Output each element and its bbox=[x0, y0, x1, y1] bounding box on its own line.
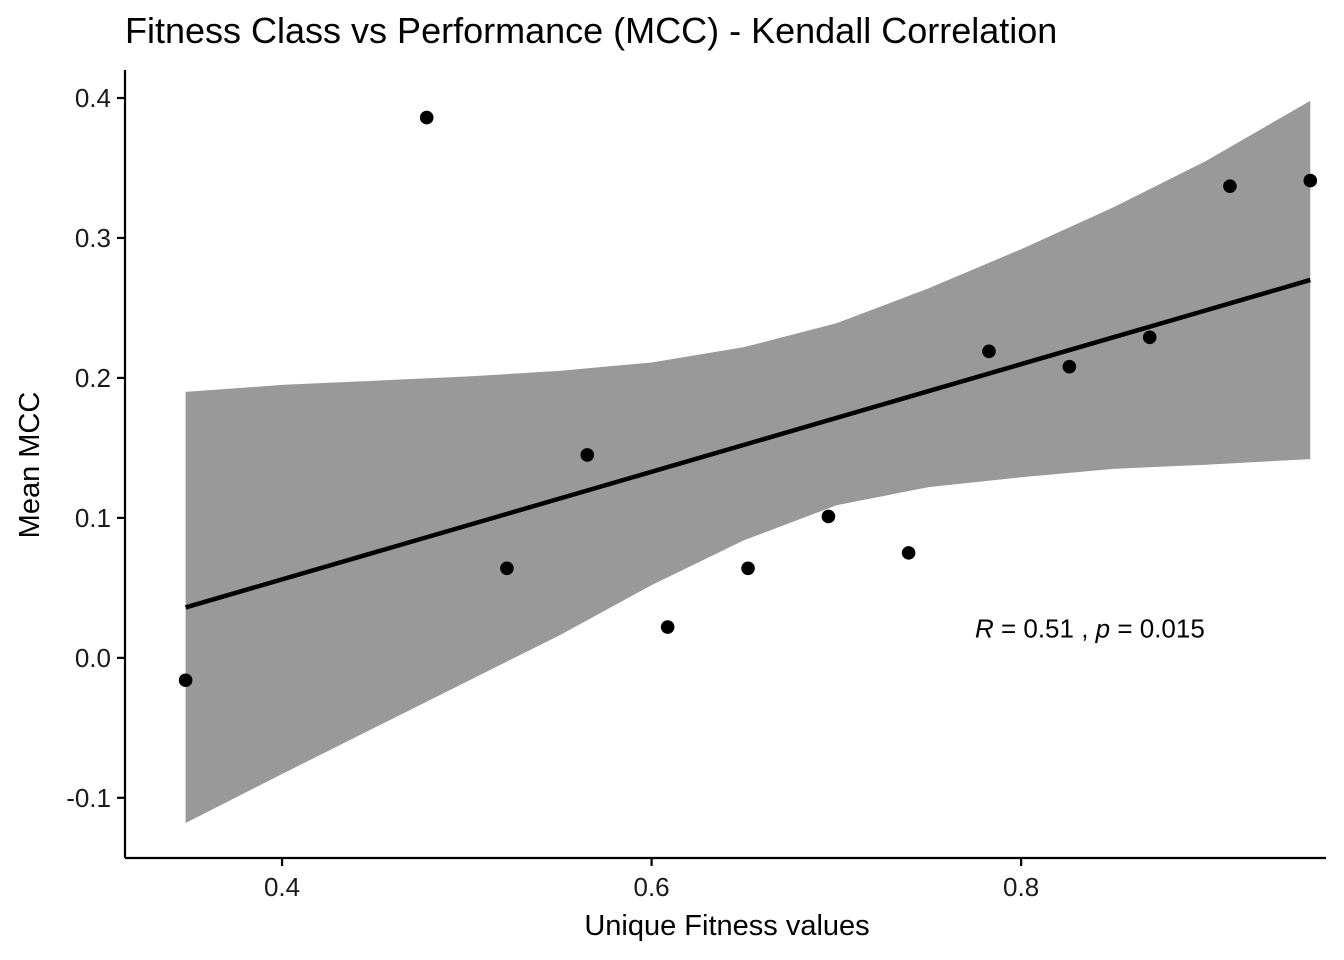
chart-title: Fitness Class vs Performance (MCC) - Ken… bbox=[125, 10, 1057, 51]
data-point-2 bbox=[419, 110, 434, 125]
data-point-1 bbox=[178, 673, 193, 688]
regression-line bbox=[184, 277, 1311, 610]
x-axis-label: Unique Fitness values bbox=[584, 910, 869, 942]
plot-area bbox=[178, 100, 1318, 824]
data-points bbox=[178, 110, 1318, 688]
data-point-8 bbox=[901, 546, 916, 560]
p-value: 0.015 bbox=[1140, 613, 1205, 643]
data-point-7 bbox=[821, 509, 836, 524]
data-point-3 bbox=[500, 561, 514, 576]
p-symbol: p bbox=[1095, 613, 1110, 643]
x-tick-label: 0.8 bbox=[1003, 872, 1039, 902]
y-tick-label: 0.4 bbox=[75, 83, 111, 113]
x-tick-label: 0.4 bbox=[264, 872, 300, 902]
correlation-annotation: R = 0.51 , p = 0.015 bbox=[975, 613, 1205, 643]
y-axis-ticks: -0.1 0.0 0.1 0.2 0.3 0.4 bbox=[66, 83, 125, 813]
data-point-4 bbox=[580, 448, 595, 462]
data-point-5 bbox=[660, 620, 675, 634]
data-point-10 bbox=[1062, 359, 1077, 374]
r-value: 0.51 bbox=[1023, 613, 1074, 643]
y-tick-label: 0.2 bbox=[75, 363, 111, 393]
data-point-12 bbox=[1223, 179, 1237, 193]
r-symbol: R bbox=[975, 613, 994, 643]
confidence-band bbox=[185, 100, 1311, 824]
data-point-6 bbox=[741, 561, 755, 576]
y-tick-label: 0.3 bbox=[75, 223, 111, 253]
y-axis-label: Mean MCC bbox=[14, 392, 46, 539]
y-tick-label: 0.0 bbox=[75, 643, 111, 673]
data-point-13 bbox=[1303, 173, 1318, 188]
data-point-9 bbox=[982, 344, 996, 359]
y-tick-label: 0.1 bbox=[75, 503, 111, 533]
x-axis-ticks: 0.4 0.6 0.8 bbox=[264, 858, 1039, 902]
data-point-11 bbox=[1142, 330, 1157, 345]
x-tick-label: 0.6 bbox=[634, 872, 670, 902]
y-tick-label: -0.1 bbox=[66, 783, 111, 813]
